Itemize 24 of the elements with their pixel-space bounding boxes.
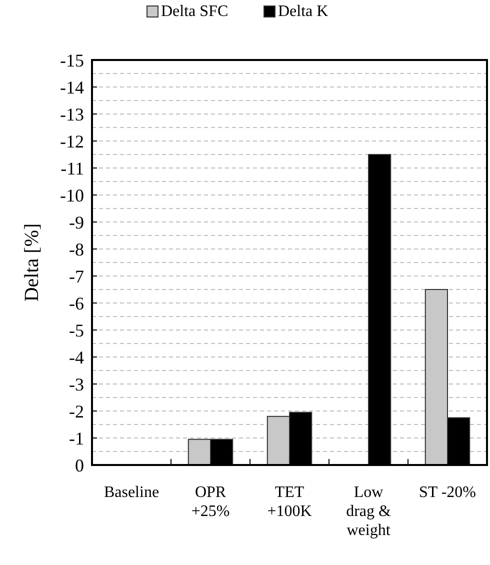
y-tick-label: -11: [60, 158, 84, 178]
y-tick-label: 0: [75, 455, 84, 476]
x-tick-label: OPR +25%: [191, 484, 230, 520]
x-tick-label: Low drag & weight: [346, 484, 392, 539]
y-tick-label: -9: [69, 212, 84, 232]
y-tick-label: -13: [60, 104, 84, 124]
x-tick-label: Baseline: [104, 484, 160, 501]
y-tick-label: -7: [69, 266, 84, 286]
y-tick-label: -2: [69, 401, 84, 422]
y-tick-label: -15: [60, 50, 84, 70]
x-tick-label: TET +100K: [267, 484, 312, 520]
y-tick-label: -14: [60, 77, 84, 98]
y-tick-label: -6: [69, 293, 84, 314]
y-tick-label: -3: [69, 374, 84, 394]
y-tick-label: -12: [60, 131, 84, 152]
legend-label: Delta SFC: [161, 3, 228, 20]
y-tick-label: -4: [69, 347, 84, 368]
legend-label: Delta K: [278, 3, 329, 20]
x-tick-label: ST -20%: [418, 484, 476, 501]
y-tick-label: -10: [60, 185, 84, 206]
y-axis-title: Delta [%]: [21, 223, 43, 302]
y-tick-label: -8: [69, 239, 84, 260]
y-tick-label: -5: [69, 320, 84, 340]
y-tick-label: -1: [69, 428, 84, 448]
